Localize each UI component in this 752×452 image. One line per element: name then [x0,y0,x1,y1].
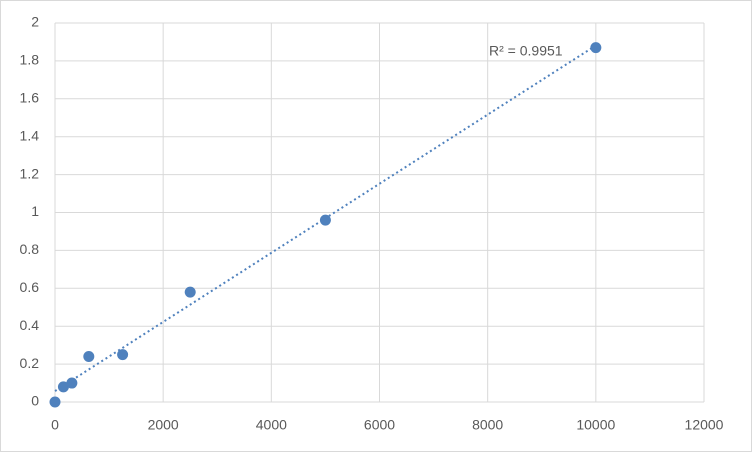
point [83,351,95,363]
y-tick-label: 0 [31,393,39,409]
x-tick-label: 12000 [685,417,724,433]
x-tick-label: 4000 [256,417,287,433]
y-tick-label: 0.8 [20,241,40,257]
y-tick-label: 1.6 [20,90,40,106]
y-tick-label: 1.8 [20,52,40,68]
annotation: R² = 0.9951 [489,43,563,59]
point [117,349,129,361]
point [57,381,69,393]
y-tick-label: 0.2 [20,355,40,371]
x-tick-label: 0 [51,417,59,433]
x-tick-label: 10000 [576,417,615,433]
x-tick-label: 6000 [364,417,395,433]
x-tick-label: 8000 [472,417,503,433]
point [590,42,602,54]
x-tick-label: 2000 [148,417,179,433]
point [49,396,61,408]
y-tick-label: 1.4 [20,127,40,143]
y-tick-label: 1.2 [20,165,40,181]
y-tick-label: 2 [31,14,39,30]
y-tick-label: 1 [31,203,39,219]
point [319,214,331,226]
point [184,286,196,298]
point [66,377,78,389]
y-tick-label: 0.6 [20,279,40,295]
y-tick-label: 0.4 [20,317,40,333]
